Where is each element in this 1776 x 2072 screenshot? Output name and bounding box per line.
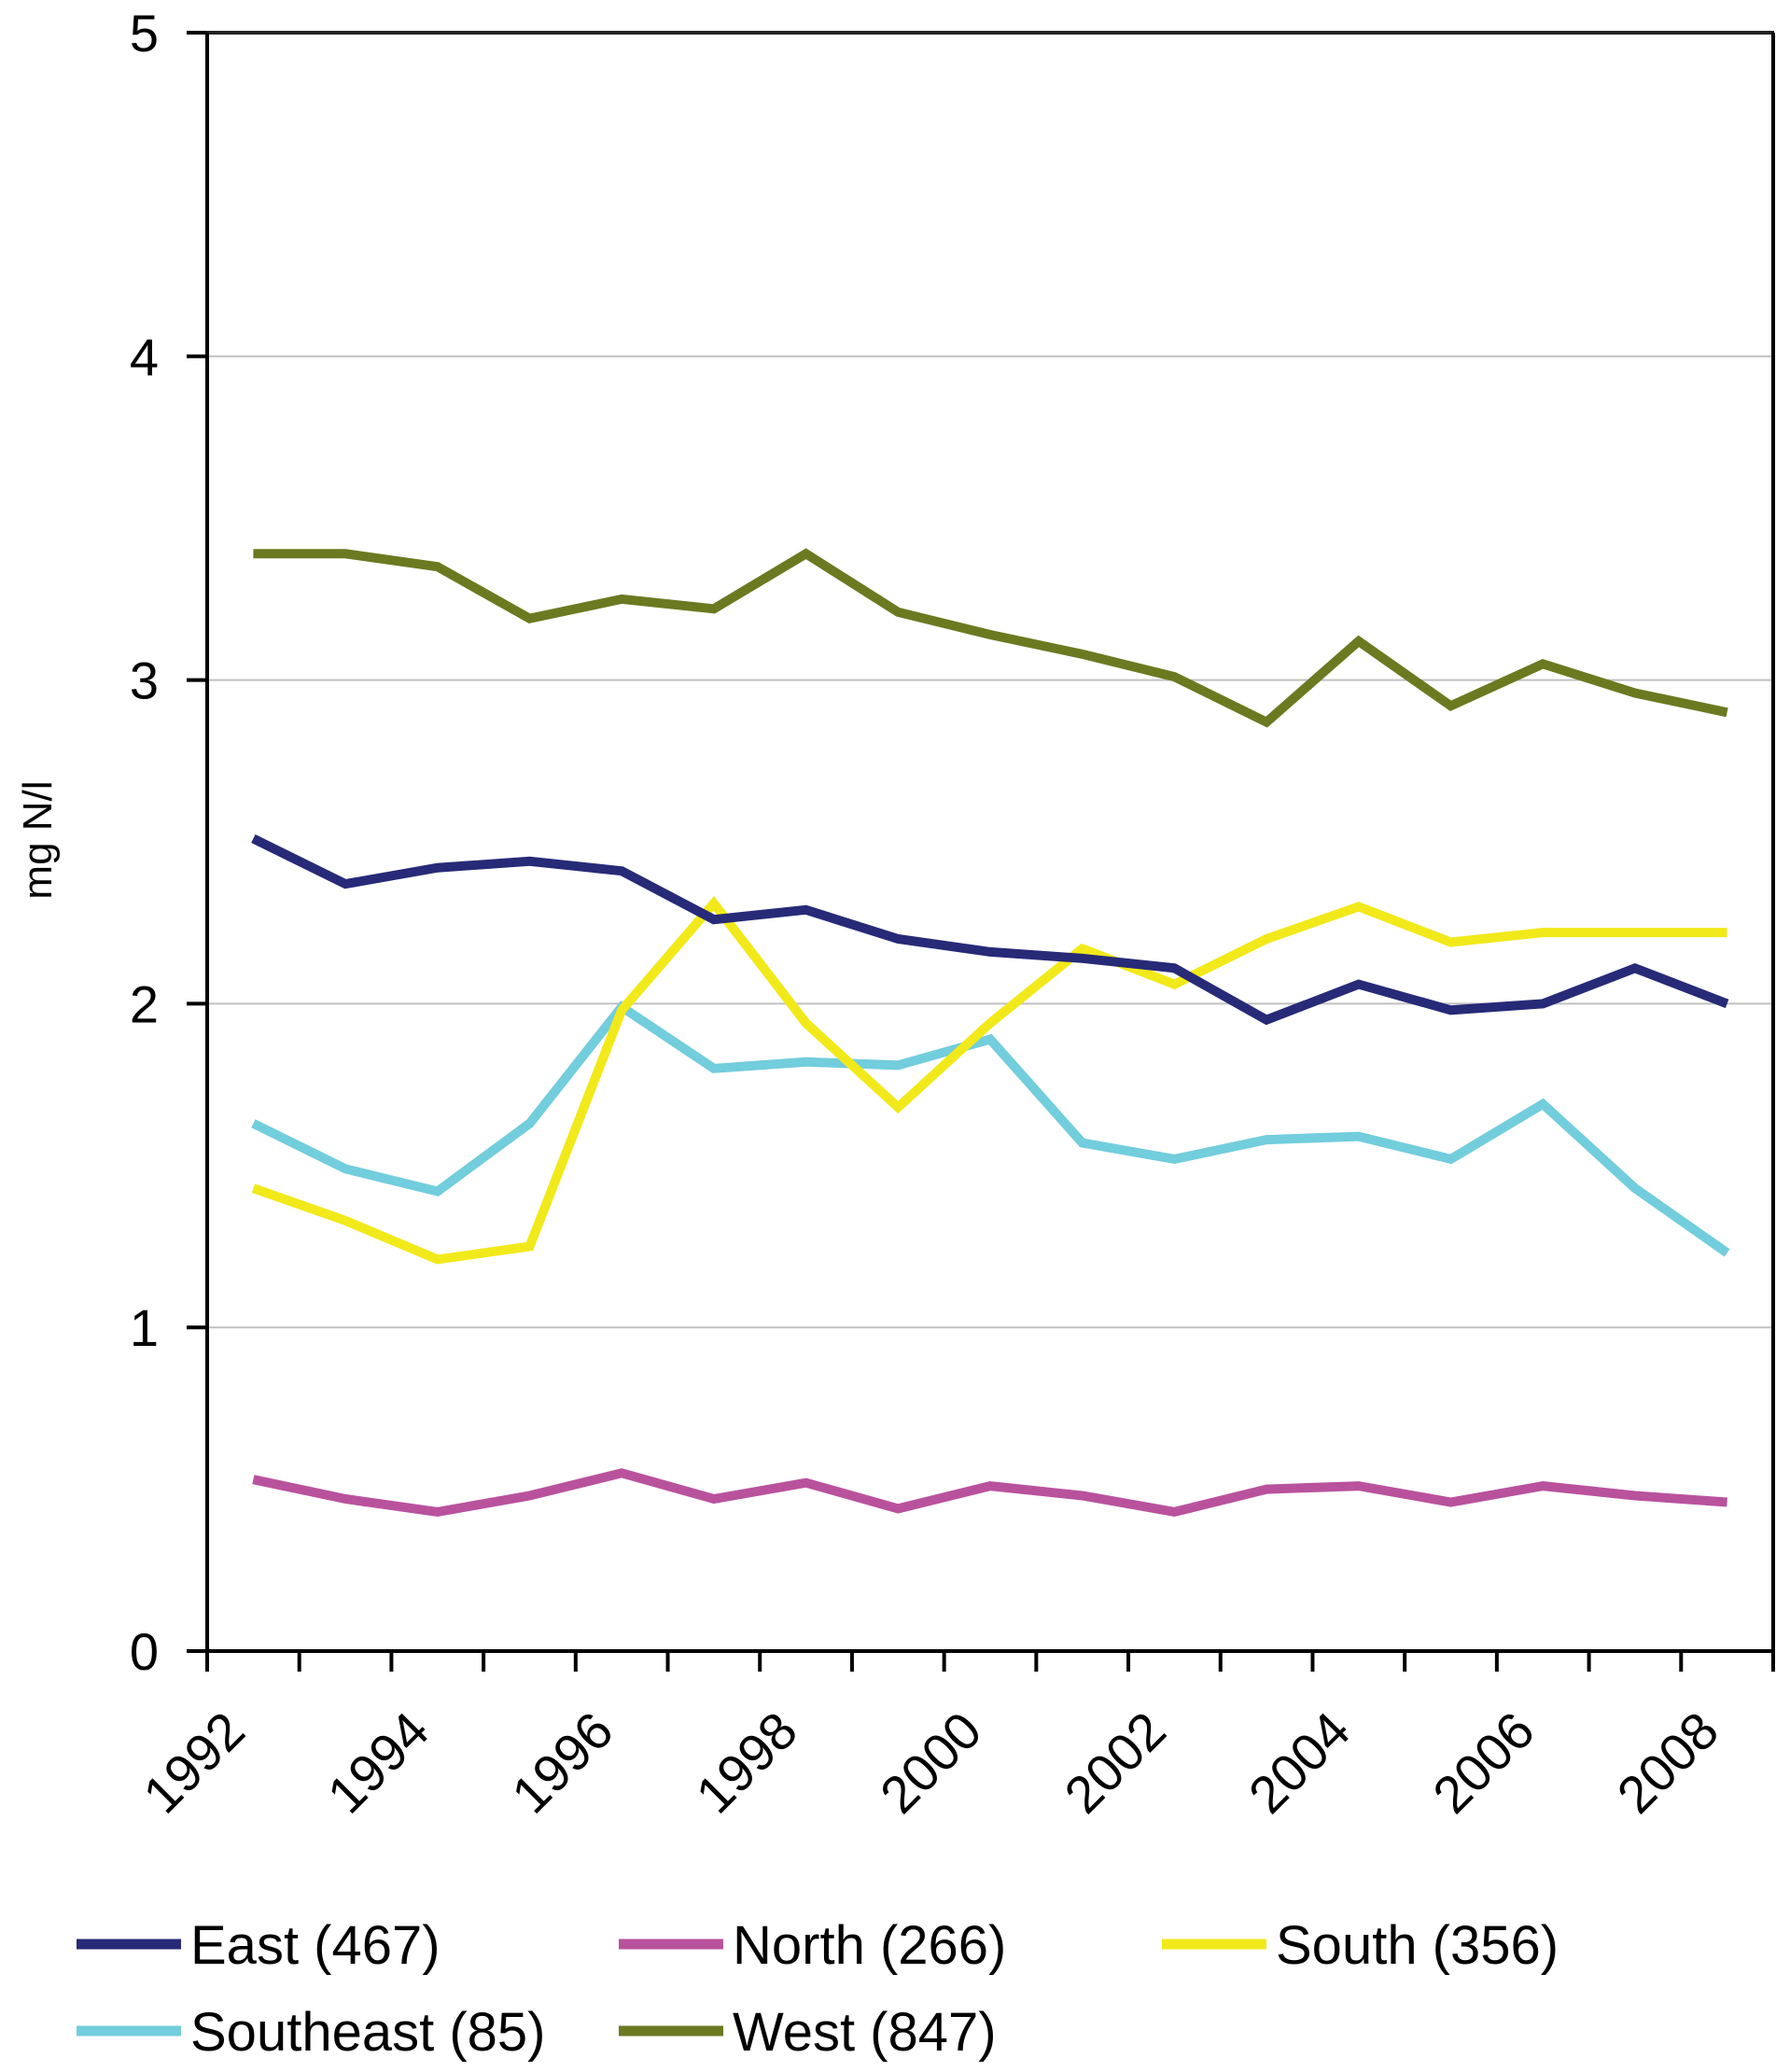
- series-line-southeast: [251, 1001, 1730, 1257]
- x-tick-label: 2000: [869, 1701, 993, 1825]
- y-tick-label: 2: [130, 974, 159, 1033]
- legend-label: North (266): [733, 1915, 1006, 1976]
- y-tick-label: 0: [130, 1622, 159, 1681]
- x-tick-label: 2002: [1053, 1701, 1177, 1825]
- legend: East (467) North (266) South (356) Southeas…: [77, 1915, 1559, 2063]
- legend-label: West (847): [733, 2002, 997, 2063]
- y-tick-label: 5: [130, 4, 159, 63]
- legend-item: South (356): [1162, 1915, 1559, 1976]
- gridlines: [207, 355, 1773, 1329]
- y-axis-ticks: 0 1 2 3 4 5: [130, 4, 207, 1681]
- series-line-east: [251, 834, 1729, 1026]
- x-tick-label: 1992: [132, 1701, 256, 1825]
- y-tick-label: 1: [130, 1298, 159, 1357]
- legend-label: South (356): [1276, 1915, 1559, 1976]
- x-tick-label: 1998: [684, 1701, 808, 1825]
- legend-item: North (266): [619, 1915, 1006, 1976]
- x-tick-label: 1996: [500, 1701, 624, 1825]
- legend-label: Southeast (85): [190, 2002, 545, 2063]
- series-line-south: [251, 895, 1727, 1265]
- x-tick-label: 2006: [1421, 1701, 1545, 1825]
- x-axis-ticks: 1992 1994 1996 1998 2000 2002 2004 2006 2008: [132, 1651, 1775, 1825]
- y-tick-label: 4: [130, 328, 159, 386]
- legend-item: East (467): [77, 1915, 441, 1976]
- y-axis-label: mg N/l: [15, 780, 61, 899]
- x-tick-label: 1994: [316, 1701, 441, 1825]
- series-line-west: [253, 548, 1728, 728]
- series-lines: [251, 548, 1730, 1518]
- axes: [187, 31, 1775, 1672]
- y-tick-label: 3: [130, 651, 159, 710]
- x-tick-label: 2004: [1238, 1701, 1362, 1825]
- x-tick-label: 2008: [1605, 1701, 1729, 1825]
- series-line-north: [252, 1468, 1727, 1518]
- legend-label: East (467): [190, 1915, 441, 1976]
- legend-item: Southeast (85): [77, 2002, 545, 2063]
- legend-item: West (847): [619, 2002, 997, 2063]
